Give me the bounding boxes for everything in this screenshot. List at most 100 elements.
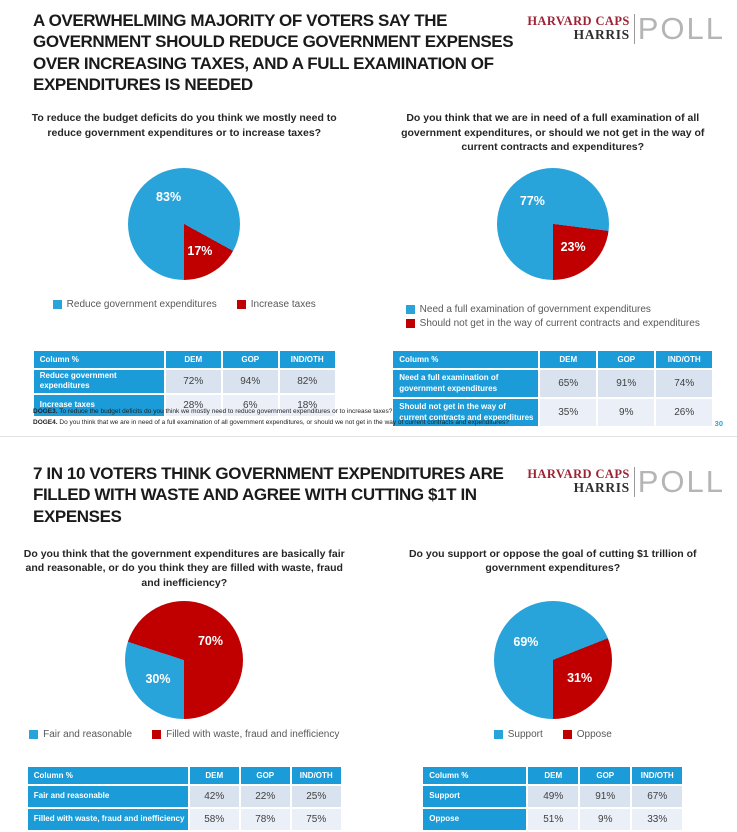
table-cell: 91%	[598, 370, 654, 397]
table-cell: 42%	[190, 786, 239, 807]
footnote-bar: DOGE3. To reduce the budget deficits do …	[33, 407, 723, 428]
slide-2-header: 7 IN 10 VOTERS THINK GOVERNMENT EXPENDIT…	[0, 437, 737, 527]
table-header-cell: DEM	[166, 351, 221, 368]
pie-slice-label: 69%	[513, 635, 538, 649]
legend-item: Reduce government expenditures	[53, 299, 217, 310]
table-row: Need a full examination of government ex…	[393, 370, 712, 397]
slide-2-panels: Do you think that the government expendi…	[0, 543, 737, 832]
slide-1-title: A OVERWHELMING MAJORITY OF VOTERS SAY TH…	[33, 10, 527, 95]
table-header-row: Column % DEM GOP IND/OTH	[34, 351, 335, 368]
table-header-cell: Column %	[34, 351, 164, 368]
pie-chart-budget-deficits: 83% 17%	[128, 168, 240, 280]
table-cell: 75%	[292, 809, 341, 830]
table-cell: 49%	[528, 786, 578, 807]
slide-1: A OVERWHELMING MAJORITY OF VOTERS SAY TH…	[0, 0, 737, 437]
red-swatch-icon	[237, 300, 246, 309]
harris-text: HARRIS	[527, 481, 629, 495]
table-cell: 65%	[540, 370, 596, 397]
table-header-cell: GOP	[241, 767, 290, 784]
table-row: Reduce government expenditures 72% 94% 8…	[34, 370, 335, 393]
table-header-cell: DEM	[190, 767, 239, 784]
table-cell: 67%	[632, 786, 682, 807]
table-header-cell: GOP	[580, 767, 630, 784]
table-header-row: Column % DEM GOP IND/OTH	[393, 351, 712, 368]
crosstab-table-cutting-1t: Column % DEM GOP IND/OTH Support 49% 91%	[421, 765, 684, 832]
red-swatch-icon	[563, 730, 572, 739]
panel-cutting-1t: Do you support or oppose the goal of cut…	[369, 543, 737, 832]
question-text: Do you support or oppose the goal of cut…	[388, 547, 718, 593]
harvard-harris-poll-logo: HARVARD CAPS HARRIS POLL	[527, 467, 725, 497]
table-header-row: Column % DEM GOP IND/OTH	[28, 767, 341, 784]
pie-slice-label: 77%	[520, 194, 545, 208]
table-cell: 58%	[190, 809, 239, 830]
table-cell: 78%	[241, 809, 290, 830]
legend-item: Support	[494, 729, 543, 740]
table-cell: 94%	[223, 370, 278, 393]
pie-slice-label: 17%	[187, 244, 212, 258]
row-label-cell: Filled with waste, fraud and inefficienc…	[28, 809, 188, 830]
pie-chart-cutting-1t: 69% 31%	[494, 601, 612, 719]
table-header-cell: IND/OTH	[280, 351, 335, 368]
table-header-cell: Column %	[423, 767, 526, 784]
legend-item: Should not get in the way of current con…	[406, 318, 700, 329]
legend-item: Increase taxes	[237, 299, 316, 310]
legend-item: Fair and reasonable	[29, 729, 132, 740]
legend: Need a full examination of government ex…	[406, 299, 700, 333]
red-swatch-icon	[152, 730, 161, 739]
footnote-line: DOGE3. To reduce the budget deficits do …	[33, 407, 509, 417]
page-number: 30	[715, 419, 723, 428]
panel-budget-deficits: To reduce the budget deficits do you thi…	[0, 111, 369, 428]
question-text: To reduce the budget deficits do you thi…	[19, 111, 349, 157]
panel-full-examination: Do you think that we are in need of a fu…	[369, 111, 737, 428]
row-label-cell: Support	[423, 786, 526, 807]
table-cell: 74%	[656, 370, 712, 397]
harvard-harris-poll-logo: HARVARD CAPS HARRIS POLL	[527, 14, 725, 44]
poll-text: POLL	[638, 467, 725, 496]
question-text: Do you think that we are in need of a fu…	[388, 111, 718, 157]
table-row: Oppose 51% 9% 33%	[423, 809, 682, 830]
pie-chart-full-examination: 77% 23%	[497, 168, 609, 280]
footnotes: DOGE3. To reduce the budget deficits do …	[33, 407, 509, 428]
legend-item: Filled with waste, fraud and inefficienc…	[152, 729, 339, 740]
pie-slice-label: 83%	[156, 190, 181, 204]
table-cell: 22%	[241, 786, 290, 807]
table-header-cell: Column %	[393, 351, 538, 368]
table-cell: 33%	[632, 809, 682, 830]
pie-slice-label: 70%	[198, 634, 223, 648]
legend: Support Oppose	[494, 729, 612, 749]
row-label-cell: Need a full examination of government ex…	[393, 370, 538, 397]
table-header-cell: DEM	[528, 767, 578, 784]
poll-text: POLL	[638, 14, 725, 43]
logo-divider	[634, 467, 635, 497]
table-cell: 82%	[280, 370, 335, 393]
legend: Reduce government expenditures Increase …	[53, 299, 316, 333]
table-row: Fair and reasonable 42% 22% 25%	[28, 786, 341, 807]
pie-slice-label: 31%	[567, 671, 592, 685]
crosstab-table-waste-fraud: Column % DEM GOP IND/OTH Fair and reason…	[26, 765, 343, 832]
table-header-cell: IND/OTH	[632, 767, 682, 784]
table-header-cell: IND/OTH	[292, 767, 341, 784]
table-header-row: Column % DEM GOP IND/OTH	[423, 767, 682, 784]
slide-2-title: 7 IN 10 VOTERS THINK GOVERNMENT EXPENDIT…	[33, 463, 527, 527]
pie-chart-waste-fraud: 30% 70%	[125, 601, 243, 719]
footnote-line: DOGE4. Do you think that we are in need …	[33, 418, 509, 428]
table-row: Support 49% 91% 67%	[423, 786, 682, 807]
table-cell: 72%	[166, 370, 221, 393]
table-row: Filled with waste, fraud and inefficienc…	[28, 809, 341, 830]
blue-swatch-icon	[406, 305, 415, 314]
row-label-cell: Oppose	[423, 809, 526, 830]
blue-swatch-icon	[29, 730, 38, 739]
table-header-cell: IND/OTH	[656, 351, 712, 368]
panel-waste-fraud: Do you think that the government expendi…	[0, 543, 369, 832]
table-cell: 9%	[580, 809, 630, 830]
table-cell: 91%	[580, 786, 630, 807]
slide-1-panels: To reduce the budget deficits do you thi…	[0, 111, 737, 428]
row-label-cell: Fair and reasonable	[28, 786, 188, 807]
slide-2: 7 IN 10 VOTERS THINK GOVERNMENT EXPENDIT…	[0, 437, 737, 830]
table-cell: 25%	[292, 786, 341, 807]
slide-1-header: A OVERWHELMING MAJORITY OF VOTERS SAY TH…	[0, 0, 737, 95]
pie-slice-label: 23%	[561, 240, 586, 254]
blue-swatch-icon	[53, 300, 62, 309]
table-header-cell: DEM	[540, 351, 596, 368]
